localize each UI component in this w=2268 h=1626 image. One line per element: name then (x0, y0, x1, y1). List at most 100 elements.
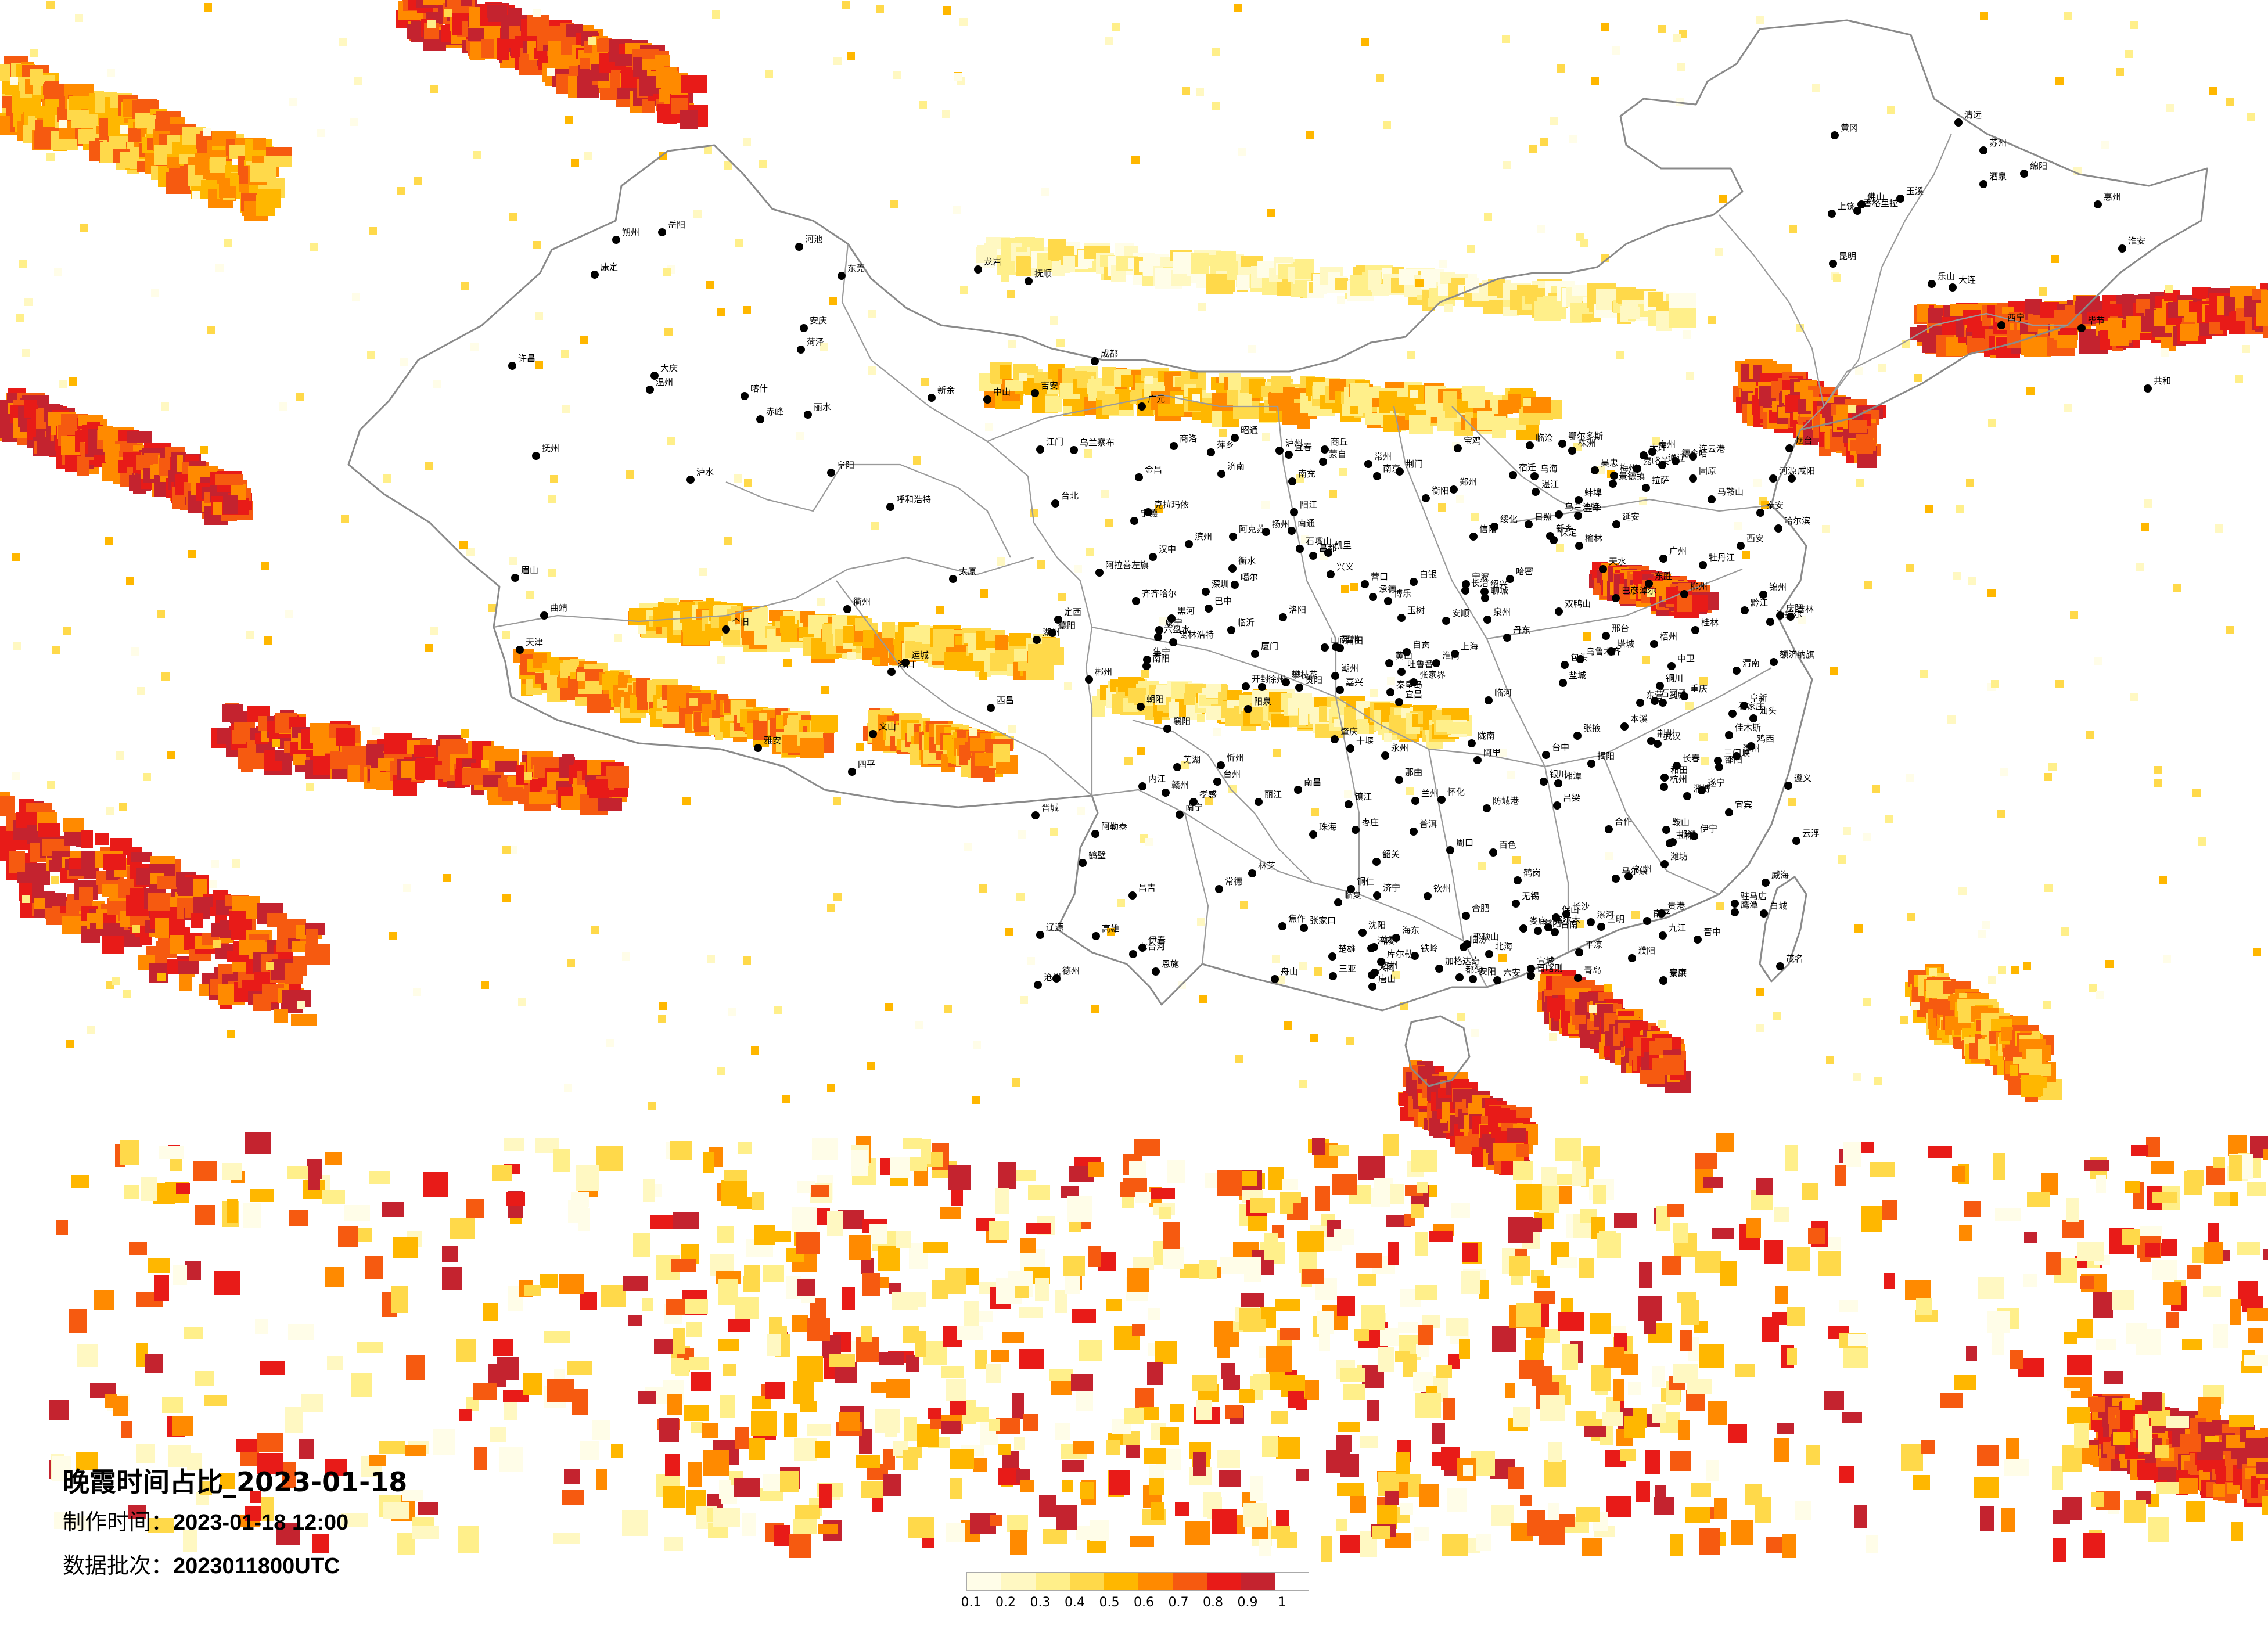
heat-cell (357, 1342, 383, 1353)
heat-cell (2229, 1415, 2254, 1427)
heat-cell (2231, 1448, 2244, 1459)
heat-cell (79, 887, 93, 901)
heat-cell (1337, 1483, 1364, 1496)
heat-cell (752, 1192, 764, 1210)
heat-cell (1443, 1398, 1455, 1420)
heat-cell (2151, 1161, 2174, 1174)
heat-cell (2245, 1438, 2268, 1458)
heat-cell (293, 956, 307, 976)
heat-cell (1336, 1519, 1347, 1531)
heat-cell (9, 851, 25, 873)
heat-cell (723, 1364, 736, 1376)
heat-cell (459, 1409, 472, 1421)
heat-cell (264, 156, 292, 167)
heat-cell (191, 913, 203, 928)
heat-cell (1220, 1257, 1244, 1274)
heat-cell (946, 1523, 965, 1542)
heat-cell (1411, 1150, 1437, 1172)
heat-cell (585, 681, 602, 694)
heat-cell (1016, 256, 1031, 276)
heat-cell (703, 1152, 714, 1173)
heat-cell (1870, 1162, 1895, 1177)
heat-cell (595, 779, 608, 794)
heat-cell (1297, 408, 1310, 429)
heat-cell (1000, 365, 1011, 379)
heat-cell (1415, 1285, 1437, 1300)
heat-cell (2203, 1286, 2221, 1297)
heat-cell (481, 39, 494, 58)
heat-cell (1121, 375, 1133, 387)
heat-cell (1590, 1313, 1611, 1334)
heat-cell (1276, 1510, 1289, 1526)
heat-cell (178, 961, 199, 974)
heat-cell (1010, 1530, 1027, 1555)
heat-cell (1076, 1526, 1092, 1540)
heat-cell (2084, 1160, 2109, 1171)
heat-cell (1708, 1401, 1727, 1425)
heat-cell (1062, 1460, 1084, 1472)
heat-cell (1843, 1347, 1868, 1368)
heat-cell (523, 1373, 542, 1395)
heat-cell (1012, 1393, 1024, 1419)
heat-cell (2256, 303, 2268, 315)
heat-cell (681, 75, 707, 93)
heat-cell (1237, 275, 1249, 290)
heat-cell (157, 876, 179, 889)
heat-cell (1523, 1218, 1542, 1232)
heat-cell (1132, 1324, 1145, 1336)
heat-cell (81, 830, 93, 848)
heat-cell (2263, 1249, 2268, 1260)
heat-cell (1446, 1318, 1468, 1336)
heat-cell (456, 1339, 476, 1362)
heat-cell (1159, 1207, 1171, 1219)
heat-cell (336, 728, 355, 746)
heat-cell (1602, 1412, 1623, 1426)
heat-cell (1241, 1293, 1264, 1307)
heat-cell (131, 852, 152, 862)
heat-cell (38, 823, 60, 837)
heat-cell (1098, 1252, 1116, 1271)
heat-cell (728, 1319, 750, 1332)
heat-cell (1491, 1505, 1514, 1526)
heat-cell (461, 0, 472, 6)
heat-cell (492, 1165, 512, 1181)
heat-cell (851, 1150, 868, 1176)
heat-cell (878, 1246, 900, 1271)
heat-cell (433, 1429, 455, 1455)
heat-cell (490, 1427, 506, 1442)
heat-cell (989, 1221, 1009, 1240)
heat-cell (1508, 394, 1521, 413)
heat-cell (903, 1450, 918, 1470)
heat-cell (1716, 1133, 1734, 1152)
heat-cell (642, 1298, 653, 1311)
heat-cell (282, 990, 311, 1007)
heat-cell (1416, 1344, 1429, 1357)
heat-cell (1228, 373, 1241, 390)
heat-cell (1250, 1198, 1275, 1213)
heat-cell (322, 1190, 345, 1204)
heat-cell (598, 798, 622, 811)
heat-cell (497, 761, 511, 772)
heat-cell (1967, 310, 1981, 332)
heat-cell (185, 1261, 201, 1280)
heat-cell (1313, 382, 1325, 399)
heat-cell (1655, 1038, 1672, 1050)
heat-cell (1548, 1442, 1562, 1462)
heat-cell (1055, 1290, 1067, 1313)
heat-cell (1655, 1485, 1666, 1498)
heat-cell (606, 766, 629, 788)
heat-cell (2088, 1397, 2105, 1412)
heat-cell (882, 622, 895, 638)
heat-cell (1045, 396, 1062, 412)
heat-cell (1507, 1128, 1526, 1142)
heat-cell (1534, 301, 1561, 321)
heat-cell (1806, 1445, 1820, 1465)
heat-cell (299, 1439, 314, 1459)
heat-cell (564, 1469, 580, 1484)
heat-cell (159, 1146, 184, 1159)
heat-cell (995, 635, 1008, 650)
heat-cell (633, 1233, 650, 1257)
heat-cell (179, 977, 192, 991)
heat-cell (306, 929, 318, 945)
heat-cell (2052, 1466, 2063, 1490)
